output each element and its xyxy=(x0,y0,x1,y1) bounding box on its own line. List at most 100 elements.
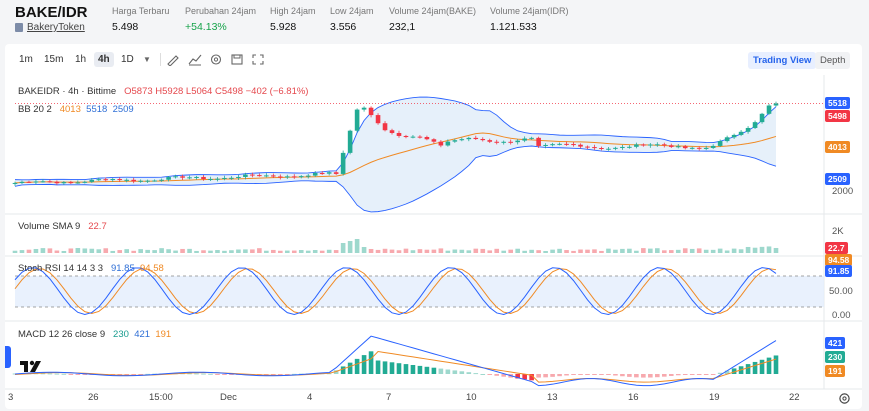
macd-histogram-bar xyxy=(354,358,360,374)
timeframe-1h[interactable]: 1h xyxy=(75,54,87,65)
macd-histogram-bar xyxy=(68,374,74,375)
volume-bar xyxy=(54,250,60,253)
volume-bar xyxy=(522,250,527,253)
macd-histogram-bar xyxy=(284,374,290,375)
volume-bar xyxy=(103,248,109,253)
symbol-label: BAKEIDR · 4h · Bittime xyxy=(18,86,117,97)
volume-bar xyxy=(599,250,604,253)
macd-histogram-bar xyxy=(264,374,269,375)
timeframe-15m[interactable]: 15m xyxy=(44,54,64,65)
candle-body xyxy=(194,176,199,178)
candle-body xyxy=(124,179,130,181)
candle-body xyxy=(236,176,241,178)
candle-body xyxy=(599,147,604,149)
macd-histogram-bar xyxy=(627,374,632,377)
volume-bar xyxy=(550,249,555,253)
sidebar-toggle[interactable] xyxy=(5,346,11,368)
macd-histogram-bar xyxy=(620,374,625,377)
volume-bar xyxy=(424,249,430,253)
draw-line-icon[interactable] xyxy=(166,53,180,67)
volume-bar xyxy=(382,248,388,253)
volume-bar xyxy=(264,250,269,253)
macd-histogram-bar xyxy=(557,374,562,377)
macd-histogram-bar xyxy=(487,374,493,375)
macd-histogram-bar xyxy=(613,374,618,376)
depth-button[interactable]: Depth xyxy=(815,52,851,69)
candle-body xyxy=(466,137,472,140)
volume-bar xyxy=(326,249,332,253)
candle-body xyxy=(396,132,402,136)
candle-body xyxy=(201,176,206,180)
macd-histogram-bar xyxy=(494,374,500,376)
volume-bar xyxy=(68,248,74,253)
volume-bar xyxy=(166,249,171,253)
tradingview-logo[interactable] xyxy=(18,356,44,376)
indicator-icon[interactable] xyxy=(188,53,202,66)
macd-histogram-bar xyxy=(564,374,569,376)
macd-legend: MACD 12 26 close 9 230 421 191 xyxy=(18,329,172,340)
macd-histogram-bar xyxy=(145,373,150,375)
volume-sma-tag: 22.7 xyxy=(825,242,848,254)
macd-histogram-bar xyxy=(529,374,534,381)
macd-histogram-bar xyxy=(403,364,409,374)
candle-body xyxy=(208,179,213,181)
macd-histogram-bar xyxy=(382,361,388,374)
macd-tag: 421 xyxy=(825,337,846,349)
candle-body xyxy=(515,140,520,143)
chart-settings-icon[interactable] xyxy=(838,392,851,405)
macd-histogram-bar xyxy=(599,374,604,375)
snapshot-icon[interactable] xyxy=(230,53,244,66)
candle-body xyxy=(529,137,534,139)
chart-panel[interactable]: 1m 15m 1h 4h 1D ▼ Trading View Depth xyxy=(5,44,862,409)
candle-body xyxy=(627,146,632,148)
volume-bar xyxy=(515,248,520,253)
volume-bar xyxy=(194,250,199,253)
settings-icon[interactable] xyxy=(209,53,223,66)
volume-bar xyxy=(26,249,32,253)
pair-title: BAKE/IDR xyxy=(15,4,88,21)
candle-body xyxy=(759,113,765,123)
volume-bar xyxy=(117,250,123,253)
candle-body xyxy=(487,140,493,142)
macd-histogram-bar xyxy=(340,366,346,374)
timeframe-dropdown-icon[interactable]: ▼ xyxy=(143,55,151,64)
candle-body xyxy=(689,147,695,149)
fullscreen-icon[interactable] xyxy=(251,53,265,66)
volume-bar xyxy=(557,248,562,253)
candle-body xyxy=(89,179,95,182)
macd-histogram-bar xyxy=(550,374,555,377)
candle-body xyxy=(96,179,102,181)
timeframe-1m[interactable]: 1m xyxy=(19,54,33,65)
token-link-label[interactable]: BakeryToken xyxy=(27,22,85,33)
candle-body xyxy=(773,103,779,106)
volume-bar xyxy=(75,248,81,253)
volume-bar xyxy=(347,241,353,253)
macd-histogram-bar xyxy=(766,357,772,374)
trading-view-button[interactable]: Trading View xyxy=(748,52,817,69)
stoch-k-line xyxy=(14,267,777,316)
stat-volume-bake: Volume 24jam(BAKE) 232,1 xyxy=(389,6,477,33)
timeframe-1d[interactable]: 1D xyxy=(121,54,134,65)
timeframe-4h[interactable]: 4h xyxy=(94,52,114,67)
candle-body xyxy=(166,177,171,180)
candle-body xyxy=(745,127,751,132)
volume-legend: Volume SMA 9 22.7 xyxy=(18,221,107,232)
x-axis-label: 4 xyxy=(307,392,313,403)
token-link[interactable]: BakeryToken xyxy=(15,22,85,33)
volume-bar xyxy=(229,250,234,253)
candle-body xyxy=(473,137,479,140)
volume-bar xyxy=(501,250,507,253)
macd-histogram-bar xyxy=(655,374,660,378)
volume-bar xyxy=(284,250,290,253)
macd-histogram-bar xyxy=(131,374,136,375)
macd-histogram-bar xyxy=(47,373,53,375)
candle-body xyxy=(312,173,318,176)
x-axis-label: 10 xyxy=(466,392,477,403)
x-axis-label: 16 xyxy=(628,392,639,403)
macd-histogram-bar xyxy=(578,374,583,375)
candle-body xyxy=(536,137,541,146)
macd-histogram-bar xyxy=(194,373,199,375)
candle-body xyxy=(459,139,465,141)
macd-histogram-bar xyxy=(61,373,67,375)
